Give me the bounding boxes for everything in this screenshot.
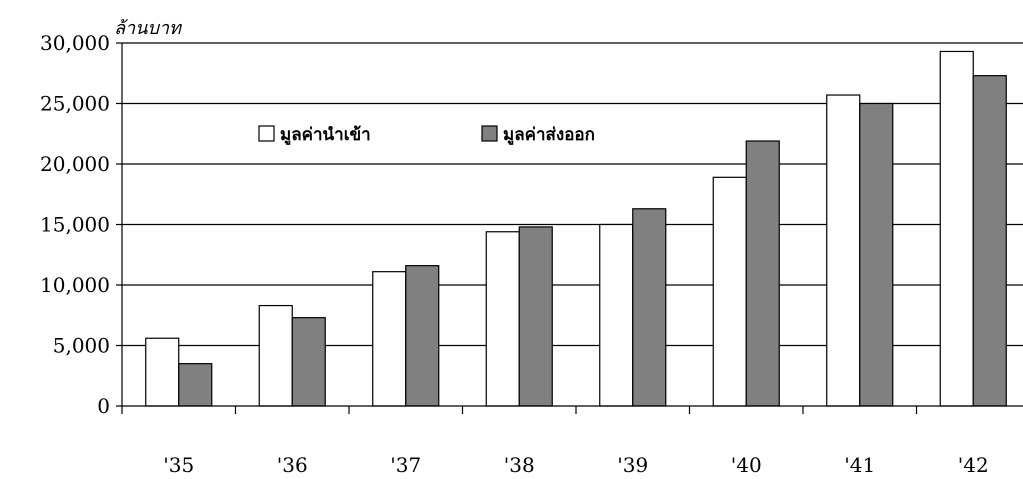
x-tick-label: '39	[617, 453, 648, 477]
x-tick-label: '42	[958, 453, 989, 477]
bars	[145, 50, 1007, 407]
x-tick-label: '38	[504, 453, 535, 477]
bar-export	[405, 265, 440, 407]
y-unit-label: ล้านบาท	[114, 18, 183, 39]
y-tick-labels: 0 5,000 10,000 15,000 20,000 25,000 30,000	[40, 31, 110, 418]
bar-export	[859, 102, 894, 407]
x-tick-label: '41	[844, 453, 875, 477]
x-tick-label: '40	[731, 453, 762, 477]
bar-export	[178, 363, 213, 407]
bar-export	[518, 226, 553, 407]
bar-export	[745, 140, 780, 407]
bar-export	[291, 317, 326, 407]
bar-import	[258, 304, 293, 407]
legend-swatch	[481, 125, 498, 142]
bar-import	[372, 271, 407, 407]
legend-label: มูลค่าส่งออก	[503, 125, 595, 146]
y-tick-label: 0	[97, 394, 110, 418]
bar-import	[939, 50, 974, 407]
x-tick-label: '35	[163, 453, 194, 477]
bar-import	[826, 94, 861, 407]
x-tick-label: '37	[390, 453, 421, 477]
x-tick-label: '36	[277, 453, 308, 477]
legend: มูลค่านำเข้า มูลค่าส่งออก	[258, 125, 595, 146]
y-tick-label: 15,000	[40, 213, 110, 237]
y-tick-label: 10,000	[40, 273, 110, 297]
y-tick-label: 25,000	[40, 92, 110, 116]
y-tick-label: 30,000	[40, 31, 110, 55]
y-tick-label: 5,000	[53, 334, 110, 358]
bar-export	[632, 208, 667, 407]
bar-export	[972, 75, 1007, 407]
bar-import	[485, 231, 520, 407]
axes	[121, 43, 1023, 414]
y-tick-label: 20,000	[40, 152, 110, 176]
bar-import	[599, 223, 634, 407]
bar-import	[145, 337, 180, 407]
bar-import	[712, 176, 747, 407]
x-tick-labels: '35 '36 '37 '38 '39 '40 '41 '42	[163, 453, 988, 477]
legend-swatch	[258, 125, 275, 142]
legend-label: มูลค่านำเข้า	[280, 125, 371, 146]
